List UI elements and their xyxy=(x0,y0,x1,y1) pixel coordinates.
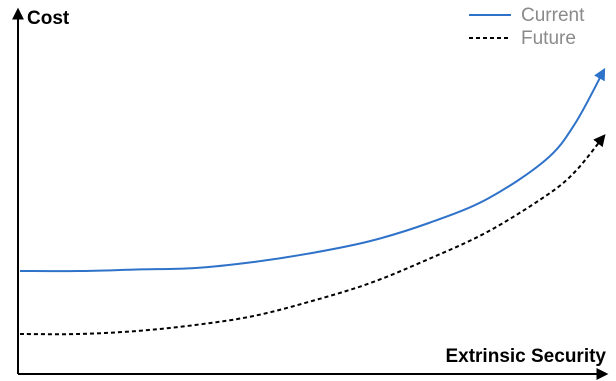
series-line-future xyxy=(19,134,606,336)
x-axis-label: Extrinsic Security xyxy=(445,346,606,367)
series-line-current xyxy=(19,67,606,273)
legend-label-future: Future xyxy=(521,28,576,49)
legend-label-current: Current xyxy=(521,5,585,26)
y-axis-label: Cost xyxy=(27,8,70,29)
legend: Current Future xyxy=(469,5,585,49)
